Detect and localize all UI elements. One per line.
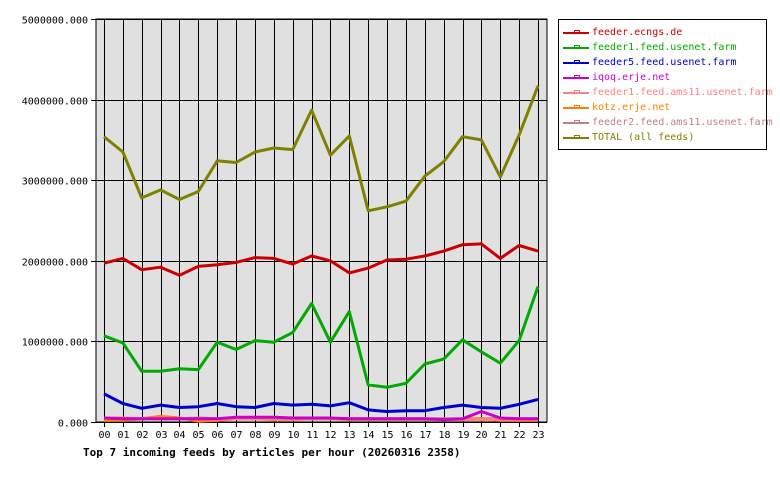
- x-tick-label: 17: [419, 430, 431, 441]
- legend-swatch-icon: [563, 133, 589, 143]
- y-axis: 0.000 1000000.000 2000000.000 3000000.000 40…: [22, 16, 96, 430]
- legend-swatch-icon: [563, 103, 589, 113]
- x-tick-label: 08: [249, 430, 261, 441]
- legend-swatch-icon: [563, 118, 589, 128]
- x-tick-label: 13: [343, 430, 355, 441]
- legend-label: feeder.ecngs.de: [592, 27, 683, 38]
- legend-label: iqoq.erje.net: [592, 72, 671, 83]
- x-axis: 00 01 02 03 04 05 06 07 08 09 10 11 12 13 14 15 16 17 18 19…: [98, 430, 544, 441]
- series-line: [103, 242, 539, 277]
- legend-item: feeder5.feed.usenet.farm: [563, 55, 737, 70]
- legend-label: kotz.erje.net: [592, 102, 671, 113]
- legend-swatch-icon: [563, 58, 589, 68]
- x-tick-label: 15: [381, 430, 393, 441]
- x-tick-label: 03: [155, 430, 167, 441]
- y-tick-label: 2000000.000: [22, 258, 88, 269]
- x-tick-label: 07: [230, 430, 242, 441]
- grid-lines: [96, 19, 547, 427]
- x-tick-label: 18: [438, 430, 450, 441]
- x-tick-label: 22: [513, 430, 525, 441]
- x-tick-label: 06: [211, 430, 223, 441]
- legend-swatch-icon: [563, 88, 589, 98]
- x-tick-label: 02: [136, 430, 148, 441]
- legend-item: feeder1.feed.ams11.usenet.farm: [563, 85, 773, 100]
- x-tick-label: 23: [532, 430, 544, 441]
- x-tick-label: 05: [192, 430, 204, 441]
- legend-item: kotz.erje.net: [563, 100, 670, 115]
- legend-item: feeder2.feed.ams11.usenet.farm: [563, 115, 773, 130]
- x-tick-label: 16: [400, 430, 412, 441]
- series-line: [103, 392, 539, 413]
- chart-title: Top 7 incoming feeds by articles per hou…: [83, 446, 461, 459]
- series-lines: [103, 85, 540, 423]
- legend-label: feeder2.feed.ams11.usenet.farm: [592, 117, 773, 128]
- legend-item: TOTAL (all feeds): [563, 130, 694, 145]
- x-tick-label: 01: [117, 430, 129, 441]
- y-tick-label: 5000000.000: [22, 16, 88, 27]
- x-tick-label: 21: [494, 430, 506, 441]
- x-tick-label: 11: [306, 430, 318, 441]
- legend-label: TOTAL (all feeds): [592, 132, 695, 143]
- x-tick-label: 19: [457, 430, 469, 441]
- x-tick-label: 04: [173, 430, 185, 441]
- legend-label: feeder1.feed.usenet.farm: [592, 42, 737, 53]
- legend-swatch-icon: [563, 28, 589, 38]
- y-tick-label: 1000000.000: [22, 338, 88, 349]
- y-tick-label: 3000000.000: [22, 177, 88, 188]
- x-tick-label: 00: [98, 430, 110, 441]
- legend-item: iqoq.erje.net: [563, 70, 670, 85]
- series-line: [103, 85, 540, 213]
- legend: feeder.ecngs.de feeder1.feed.usenet.farm…: [558, 19, 773, 150]
- legend-swatch-icon: [563, 73, 589, 83]
- series-line: [103, 410, 538, 422]
- x-tick-label: 20: [475, 430, 487, 441]
- series-line: [103, 286, 540, 389]
- y-tick-label: 0.000: [58, 419, 88, 430]
- legend-swatch-icon: [563, 43, 589, 53]
- legend-item: feeder1.feed.usenet.farm: [563, 40, 737, 55]
- x-tick-label: 09: [268, 430, 280, 441]
- legend-item: feeder.ecngs.de: [563, 25, 682, 40]
- legend-label: feeder1.feed.ams11.usenet.farm: [592, 87, 773, 98]
- plot-area: [95, 18, 548, 423]
- x-tick-label: 12: [324, 430, 336, 441]
- x-tick-label: 10: [287, 430, 299, 441]
- legend-label: feeder5.feed.usenet.farm: [592, 57, 737, 68]
- x-tick-label: 14: [362, 430, 374, 441]
- y-tick-label: 4000000.000: [22, 97, 88, 108]
